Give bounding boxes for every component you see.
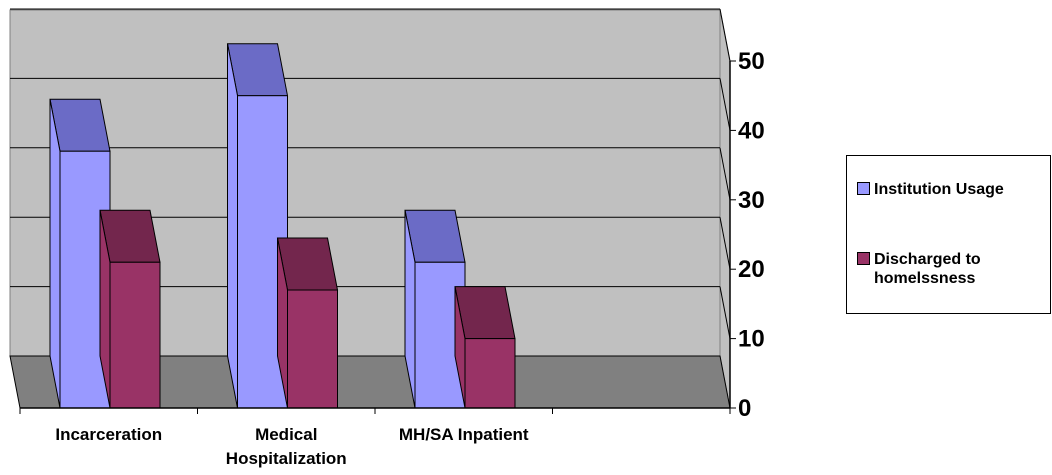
gridline-side (719, 147, 731, 200)
y-tick-label: 40 (738, 117, 765, 144)
bar (287, 289, 338, 409)
gridline-side (719, 78, 731, 131)
legend-swatch-discharged (857, 252, 870, 265)
chart-plot: Incarceration Medical Hospitalization MH/SA… (9, 8, 765, 468)
side-wall (719, 9, 731, 409)
gridline-side (719, 8, 731, 62)
y-tick-label: 30 (738, 187, 765, 214)
y-tick-label: 10 (738, 326, 765, 353)
legend-item-institution-usage: Institution Usage (857, 180, 1004, 199)
y-tick-label: 0 (738, 395, 751, 422)
x-tick-label: Medical Hospitalization (226, 425, 347, 468)
gridline-side (719, 286, 731, 339)
legend: Institution Usage Discharged to homelssn… (846, 155, 1051, 314)
bar (109, 261, 161, 409)
gridline-side (719, 217, 731, 270)
bar (464, 338, 516, 409)
bar-side (49, 99, 61, 409)
y-tick-label: 50 (738, 48, 765, 75)
legend-swatch-institution-usage (857, 182, 870, 195)
legend-item-discharged: Discharged to homelssness (857, 250, 981, 288)
x-tick-label: Incarceration (55, 425, 162, 444)
bar-side (227, 43, 238, 409)
legend-label-discharged: Discharged to homelssness (874, 251, 981, 287)
y-tick-label: 20 (738, 256, 765, 283)
legend-label-institution-usage: Institution Usage (874, 181, 1004, 198)
x-tick-label: MH/SA Inpatient (399, 425, 529, 444)
